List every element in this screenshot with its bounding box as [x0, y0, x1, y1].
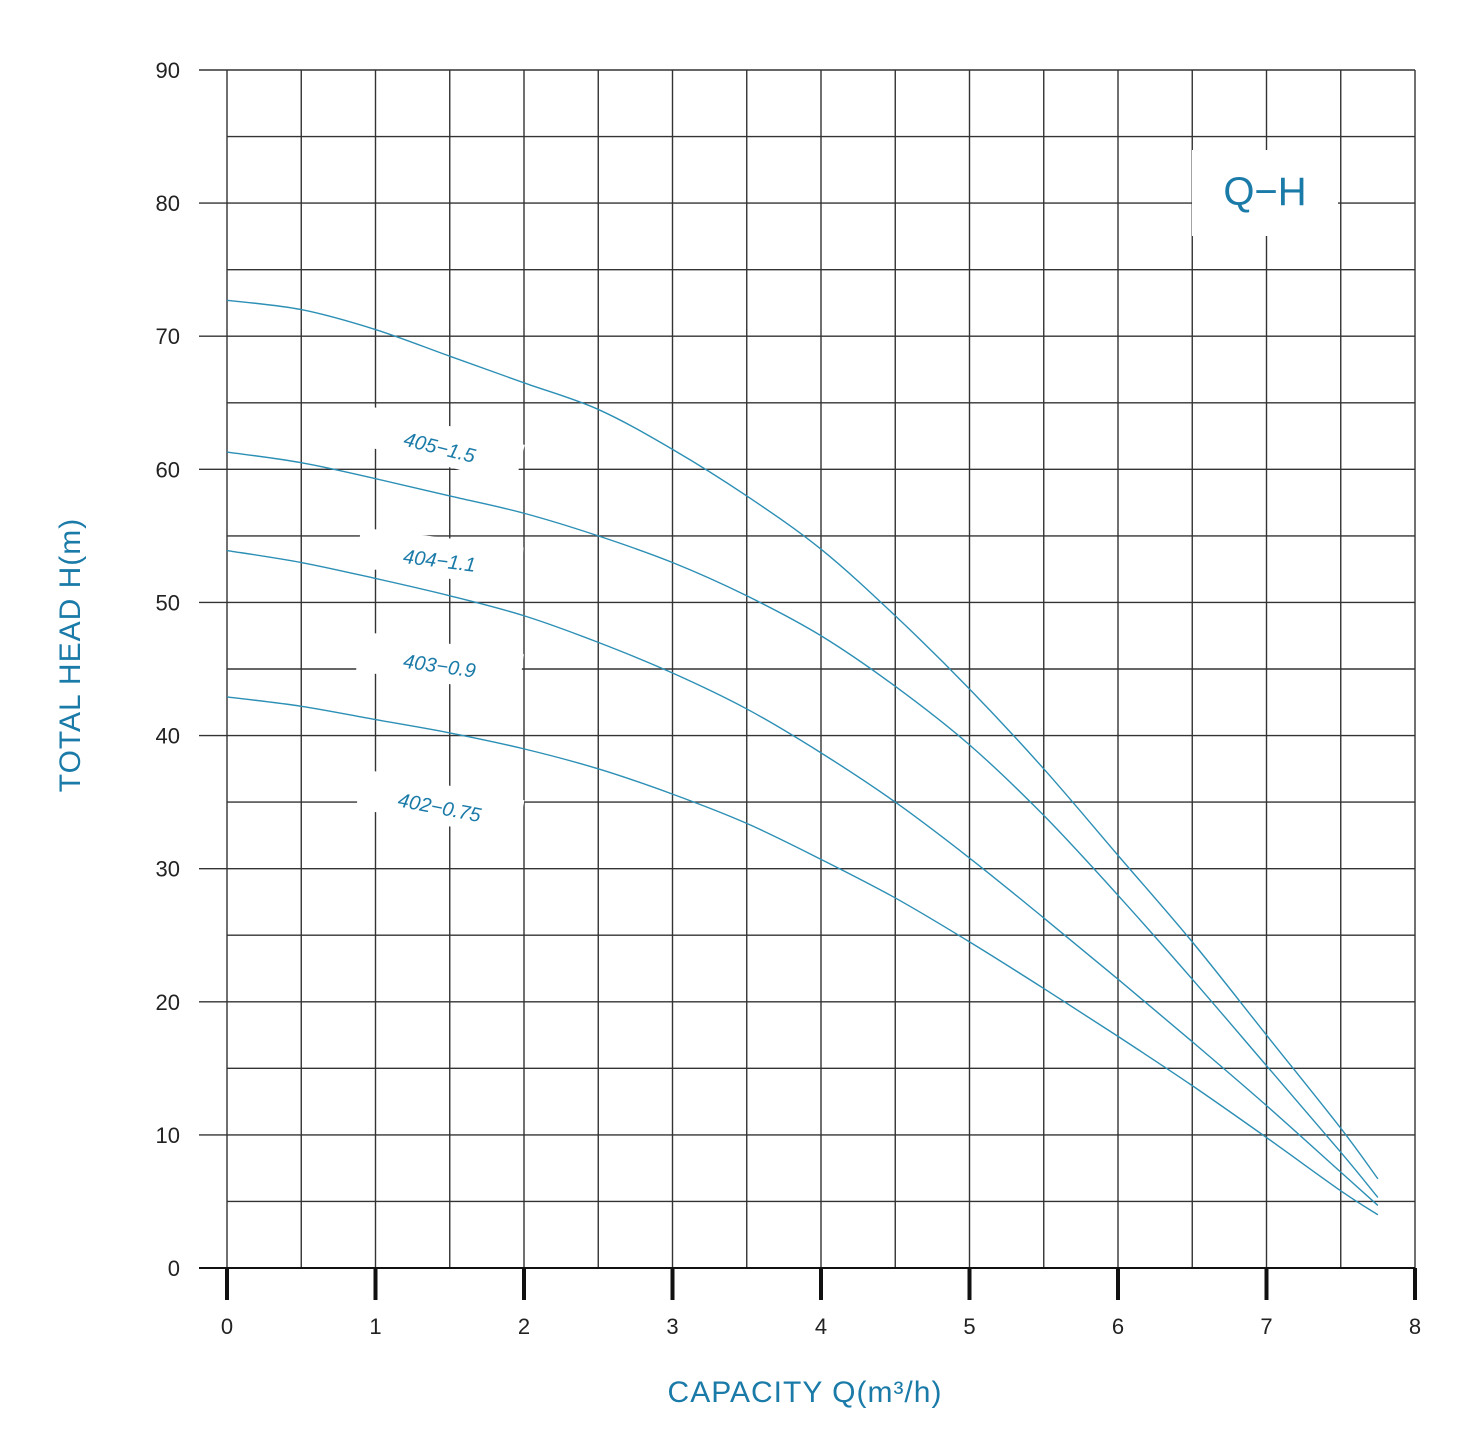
- y-tick-label: 30: [156, 857, 180, 882]
- y-tick-label: 50: [156, 590, 180, 615]
- y-tick-label: 40: [156, 724, 180, 749]
- y-tick-label: 10: [156, 1123, 180, 1148]
- y-axis-title: TOTAL HEAD H(m): [54, 518, 87, 792]
- series-label-background: [355, 768, 525, 840]
- x-tick-label: 0: [221, 1314, 233, 1339]
- x-tick-label: 6: [1112, 1314, 1124, 1339]
- x-tick-label: 2: [518, 1314, 530, 1339]
- series-label-group: 404−1.1: [356, 527, 524, 588]
- y-tick-label: 90: [156, 58, 180, 83]
- x-tick-label: 1: [369, 1314, 381, 1339]
- grid: [199, 69, 1417, 1300]
- x-tick-label: 3: [666, 1314, 678, 1339]
- y-tick-label: 60: [156, 457, 180, 482]
- series-labels: 405−1.5 404−1.1 403−0.9 402−0.75: [355, 405, 525, 840]
- chart-title-box: Q−H: [1192, 150, 1338, 236]
- curve-series-3: [226, 696, 1379, 1216]
- series-label-background: [355, 405, 525, 484]
- chart-title-background: [1192, 150, 1338, 236]
- curve-series-2: [226, 549, 1379, 1206]
- y-tick-label: 20: [156, 990, 180, 1015]
- curve-series-1: [226, 451, 1379, 1198]
- x-tick-label: 4: [815, 1314, 827, 1339]
- performance-curves: [226, 299, 1379, 1216]
- y-tick-label: 0: [168, 1256, 180, 1281]
- curve-series-0: [226, 299, 1379, 1180]
- y-tick-label: 80: [156, 191, 180, 216]
- series-label-group: 405−1.5: [355, 405, 525, 484]
- series-label-group: 403−0.9: [355, 631, 524, 694]
- x-tick-label: 8: [1409, 1314, 1421, 1339]
- x-tick-label: 5: [963, 1314, 975, 1339]
- x-tick-label: 7: [1260, 1314, 1272, 1339]
- series-label-group: 402−0.75: [355, 768, 525, 840]
- series-label-background: [356, 527, 524, 588]
- chart-title: Q−H: [1223, 170, 1306, 214]
- x-axis-title: CAPACITY Q(m³/h): [668, 1376, 943, 1409]
- series-label-background: [355, 631, 524, 694]
- y-tick-label: 70: [156, 324, 180, 349]
